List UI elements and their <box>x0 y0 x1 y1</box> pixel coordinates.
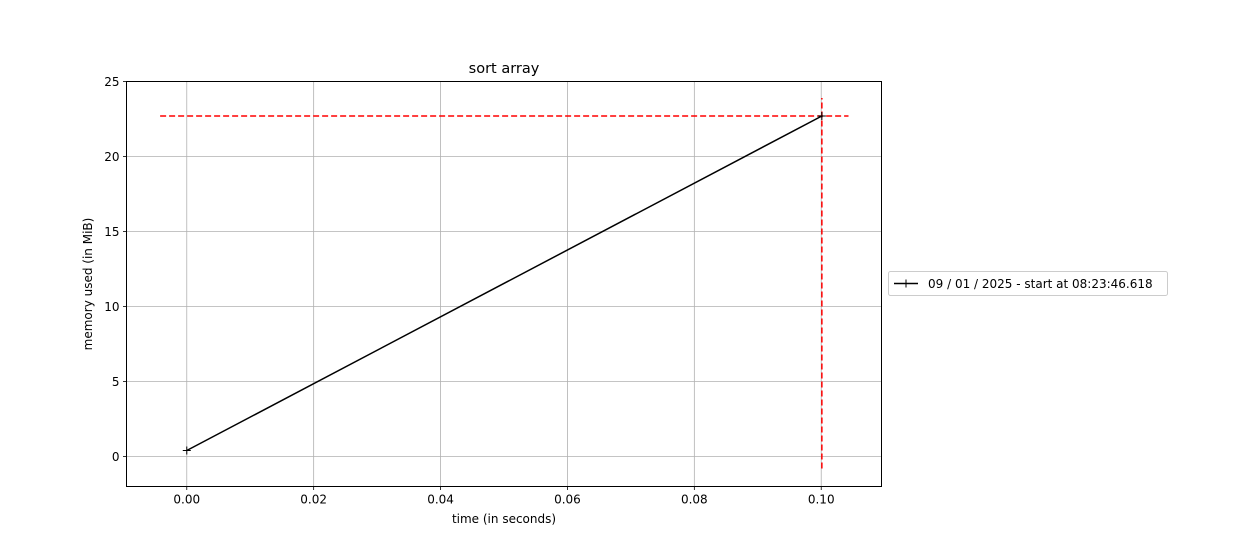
x-axis-ticks: 0.00 0.02 0.04 0.06 0.08 0.10 <box>173 486 835 507</box>
legend: 09 / 01 / 2025 - start at 08:23:46.618 <box>888 271 1168 296</box>
y-tick-label: 25 <box>104 75 119 89</box>
legend-label: 09 / 01 / 2025 - start at 08:23:46.618 <box>928 277 1153 291</box>
x-axis-title: time (in seconds) <box>452 512 556 526</box>
x-tick-label: 0.10 <box>808 493 835 507</box>
y-tick-label: 15 <box>104 225 119 239</box>
grid-lines <box>126 81 882 487</box>
peak-marker-lines <box>160 98 849 469</box>
x-tick-label: 0.02 <box>300 493 327 507</box>
x-tick-label: 0.06 <box>554 493 581 507</box>
x-tick-label: 0.08 <box>681 493 708 507</box>
y-tick-label: 5 <box>112 375 120 389</box>
y-tick-label: 0 <box>112 450 120 464</box>
x-tick-label: 0.04 <box>427 493 454 507</box>
x-tick-label: 0.00 <box>173 493 200 507</box>
memory-series-line <box>186 115 823 452</box>
data-point-marker <box>817 112 826 120</box>
series-layer <box>182 112 826 455</box>
y-tick-label: 10 <box>104 300 119 314</box>
y-tick-label: 20 <box>104 150 119 164</box>
data-point-marker <box>182 446 191 455</box>
y-axis-ticks: 0 5 10 15 20 25 <box>104 75 127 464</box>
legend-marker-plus <box>902 279 910 288</box>
legend-box <box>888 271 1168 296</box>
plot-frame <box>126 81 882 487</box>
chart-title: sort array <box>469 61 540 77</box>
y-axis-title: memory used (in MiB) <box>81 218 95 351</box>
